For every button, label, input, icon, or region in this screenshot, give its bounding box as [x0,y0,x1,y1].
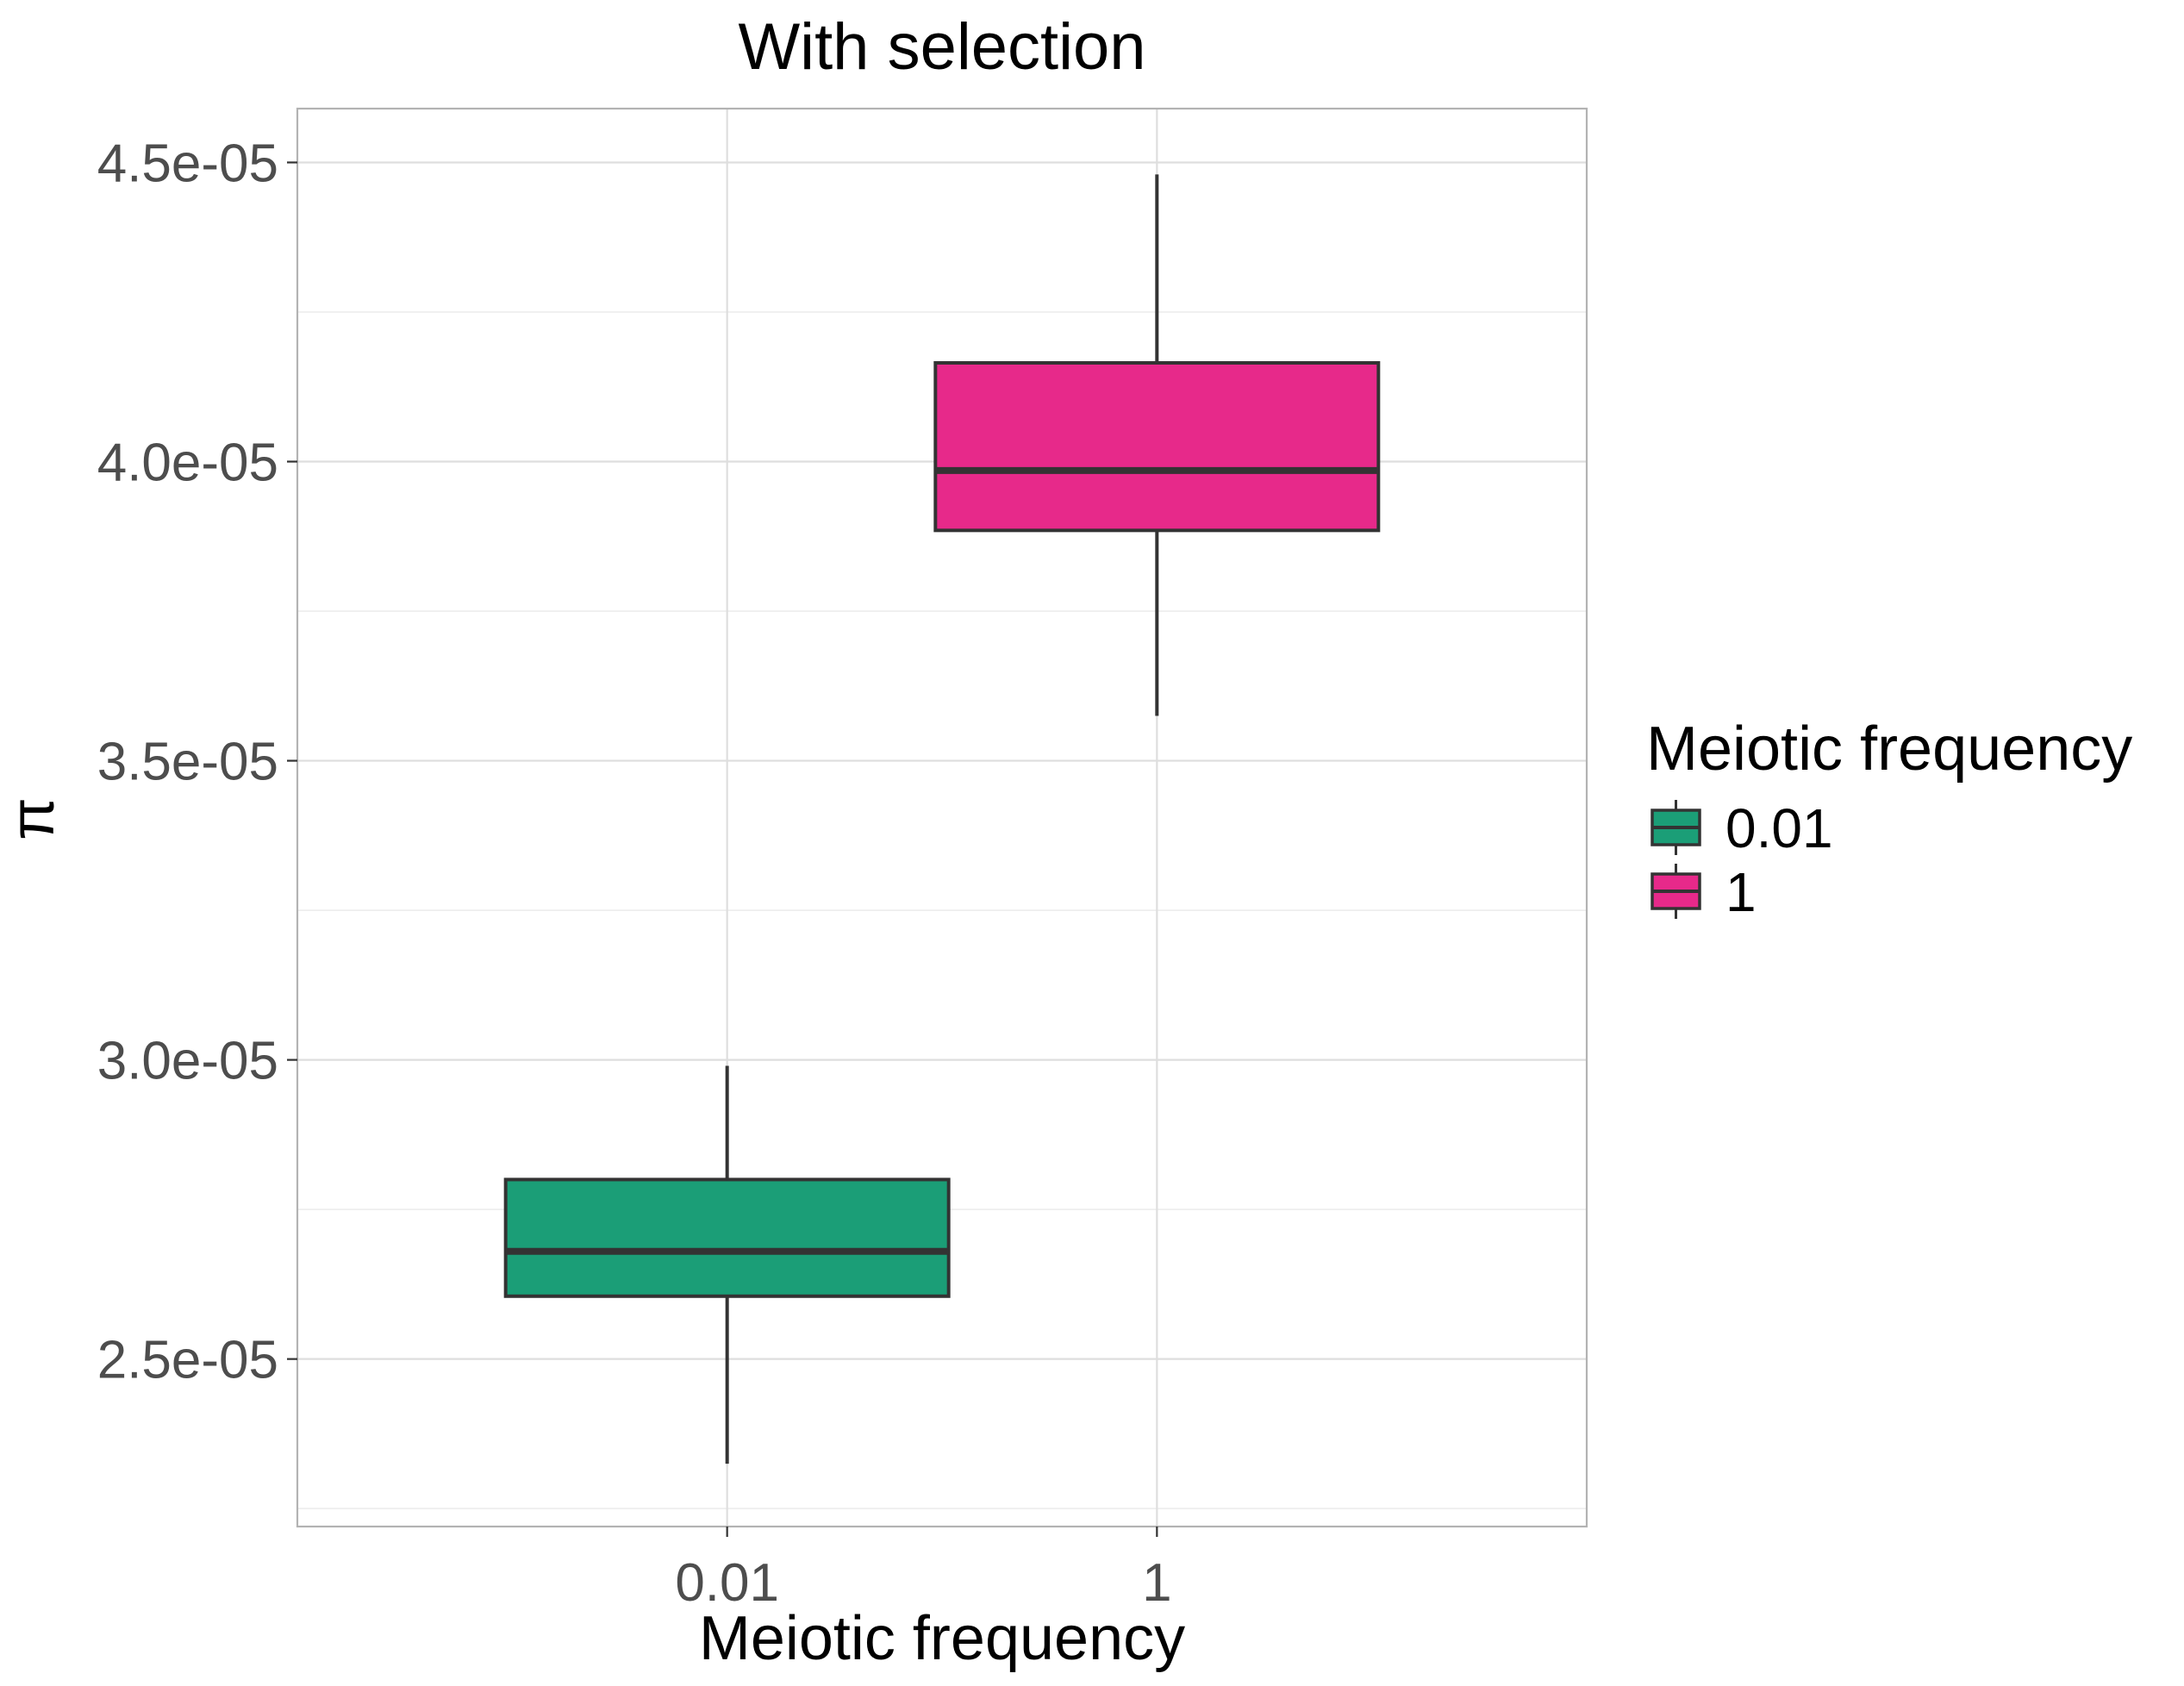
box-group-1 [933,174,1381,716]
chart-title: With selection [738,10,1145,84]
x-tick-label: 0.01 [675,1553,779,1613]
legend-label: 0.01 [1725,797,1833,859]
box-group-0.01 [503,1065,951,1464]
legend: Meiotic frequency 0.011 [1646,715,2132,923]
y-tick-label: 2.5e-05 [97,1331,278,1390]
y-tick-label: 3.5e-05 [97,733,278,792]
panel-border [296,107,1588,1528]
box-body [933,360,1381,533]
legend-entry-0.01: 0.01 [1650,797,1833,859]
legend-entry-1: 1 [1650,861,1757,923]
y-tick-label: 4.0e-05 [97,434,278,493]
box-body [503,1177,951,1298]
legend-label: 1 [1725,861,1757,923]
x-tick-label: 1 [1142,1553,1171,1613]
x-axis-title: Meiotic frequency [699,1604,1185,1673]
y-axis-title: π [0,797,67,840]
plot-area: 2.5e-05 3.0e-05 3.5e-05 4.0e-05 4.5e-05 0.01 1 [97,107,1588,1613]
legend-title: Meiotic frequency [1646,715,2132,784]
y-tick-label: 4.5e-05 [97,134,278,193]
y-tick-label: 3.0e-05 [97,1032,278,1091]
